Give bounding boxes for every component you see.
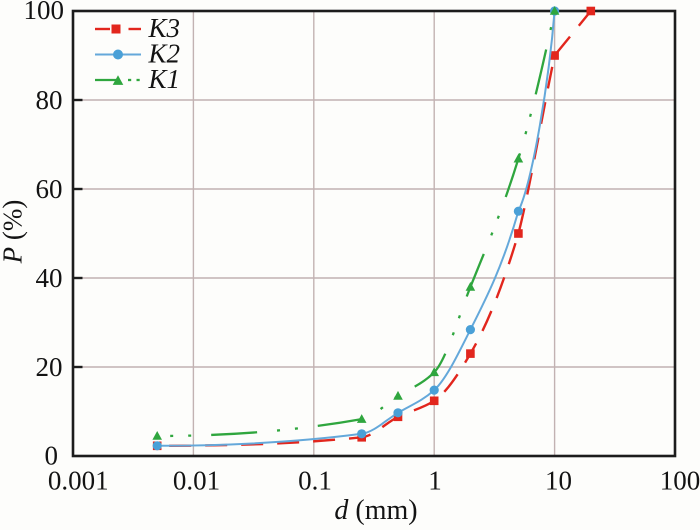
svg-text:60: 60 xyxy=(36,174,63,204)
svg-text:d (mm): d (mm) xyxy=(334,495,417,525)
svg-text:0.1: 0.1 xyxy=(298,466,332,496)
svg-text:0.01: 0.01 xyxy=(173,466,220,496)
svg-text:100: 100 xyxy=(24,0,65,25)
svg-text:100: 100 xyxy=(660,466,700,496)
svg-text:0: 0 xyxy=(45,441,59,471)
svg-text:K3: K3 xyxy=(148,13,181,43)
svg-text:40: 40 xyxy=(36,263,63,293)
svg-text:20: 20 xyxy=(36,352,63,382)
svg-text:K2: K2 xyxy=(148,39,181,69)
svg-text:P (%): P (%) xyxy=(0,200,28,265)
svg-text:1: 1 xyxy=(428,466,442,496)
svg-text:0.001: 0.001 xyxy=(48,466,109,496)
svg-text:10: 10 xyxy=(545,466,572,496)
svg-text:80: 80 xyxy=(36,85,63,115)
svg-text:K1: K1 xyxy=(148,64,181,94)
